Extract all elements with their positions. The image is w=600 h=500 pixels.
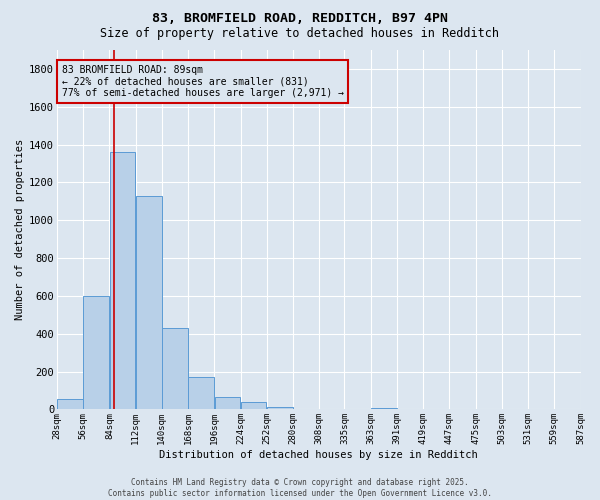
X-axis label: Distribution of detached houses by size in Redditch: Distribution of detached houses by size … bbox=[160, 450, 478, 460]
Bar bbox=[110, 152, 136, 409]
Bar bbox=[57, 399, 83, 409]
Bar bbox=[241, 402, 266, 409]
Bar bbox=[188, 378, 214, 410]
Bar bbox=[162, 328, 188, 409]
Text: Contains HM Land Registry data © Crown copyright and database right 2025.
Contai: Contains HM Land Registry data © Crown c… bbox=[108, 478, 492, 498]
Y-axis label: Number of detached properties: Number of detached properties bbox=[15, 139, 25, 320]
Bar bbox=[267, 406, 293, 410]
Text: Size of property relative to detached houses in Redditch: Size of property relative to detached ho… bbox=[101, 28, 499, 40]
Text: 83, BROMFIELD ROAD, REDDITCH, B97 4PN: 83, BROMFIELD ROAD, REDDITCH, B97 4PN bbox=[152, 12, 448, 26]
Bar bbox=[371, 408, 397, 410]
Text: 83 BROMFIELD ROAD: 89sqm
← 22% of detached houses are smaller (831)
77% of semi-: 83 BROMFIELD ROAD: 89sqm ← 22% of detach… bbox=[62, 65, 344, 98]
Bar bbox=[136, 196, 161, 410]
Bar bbox=[215, 397, 240, 409]
Bar bbox=[83, 296, 109, 410]
